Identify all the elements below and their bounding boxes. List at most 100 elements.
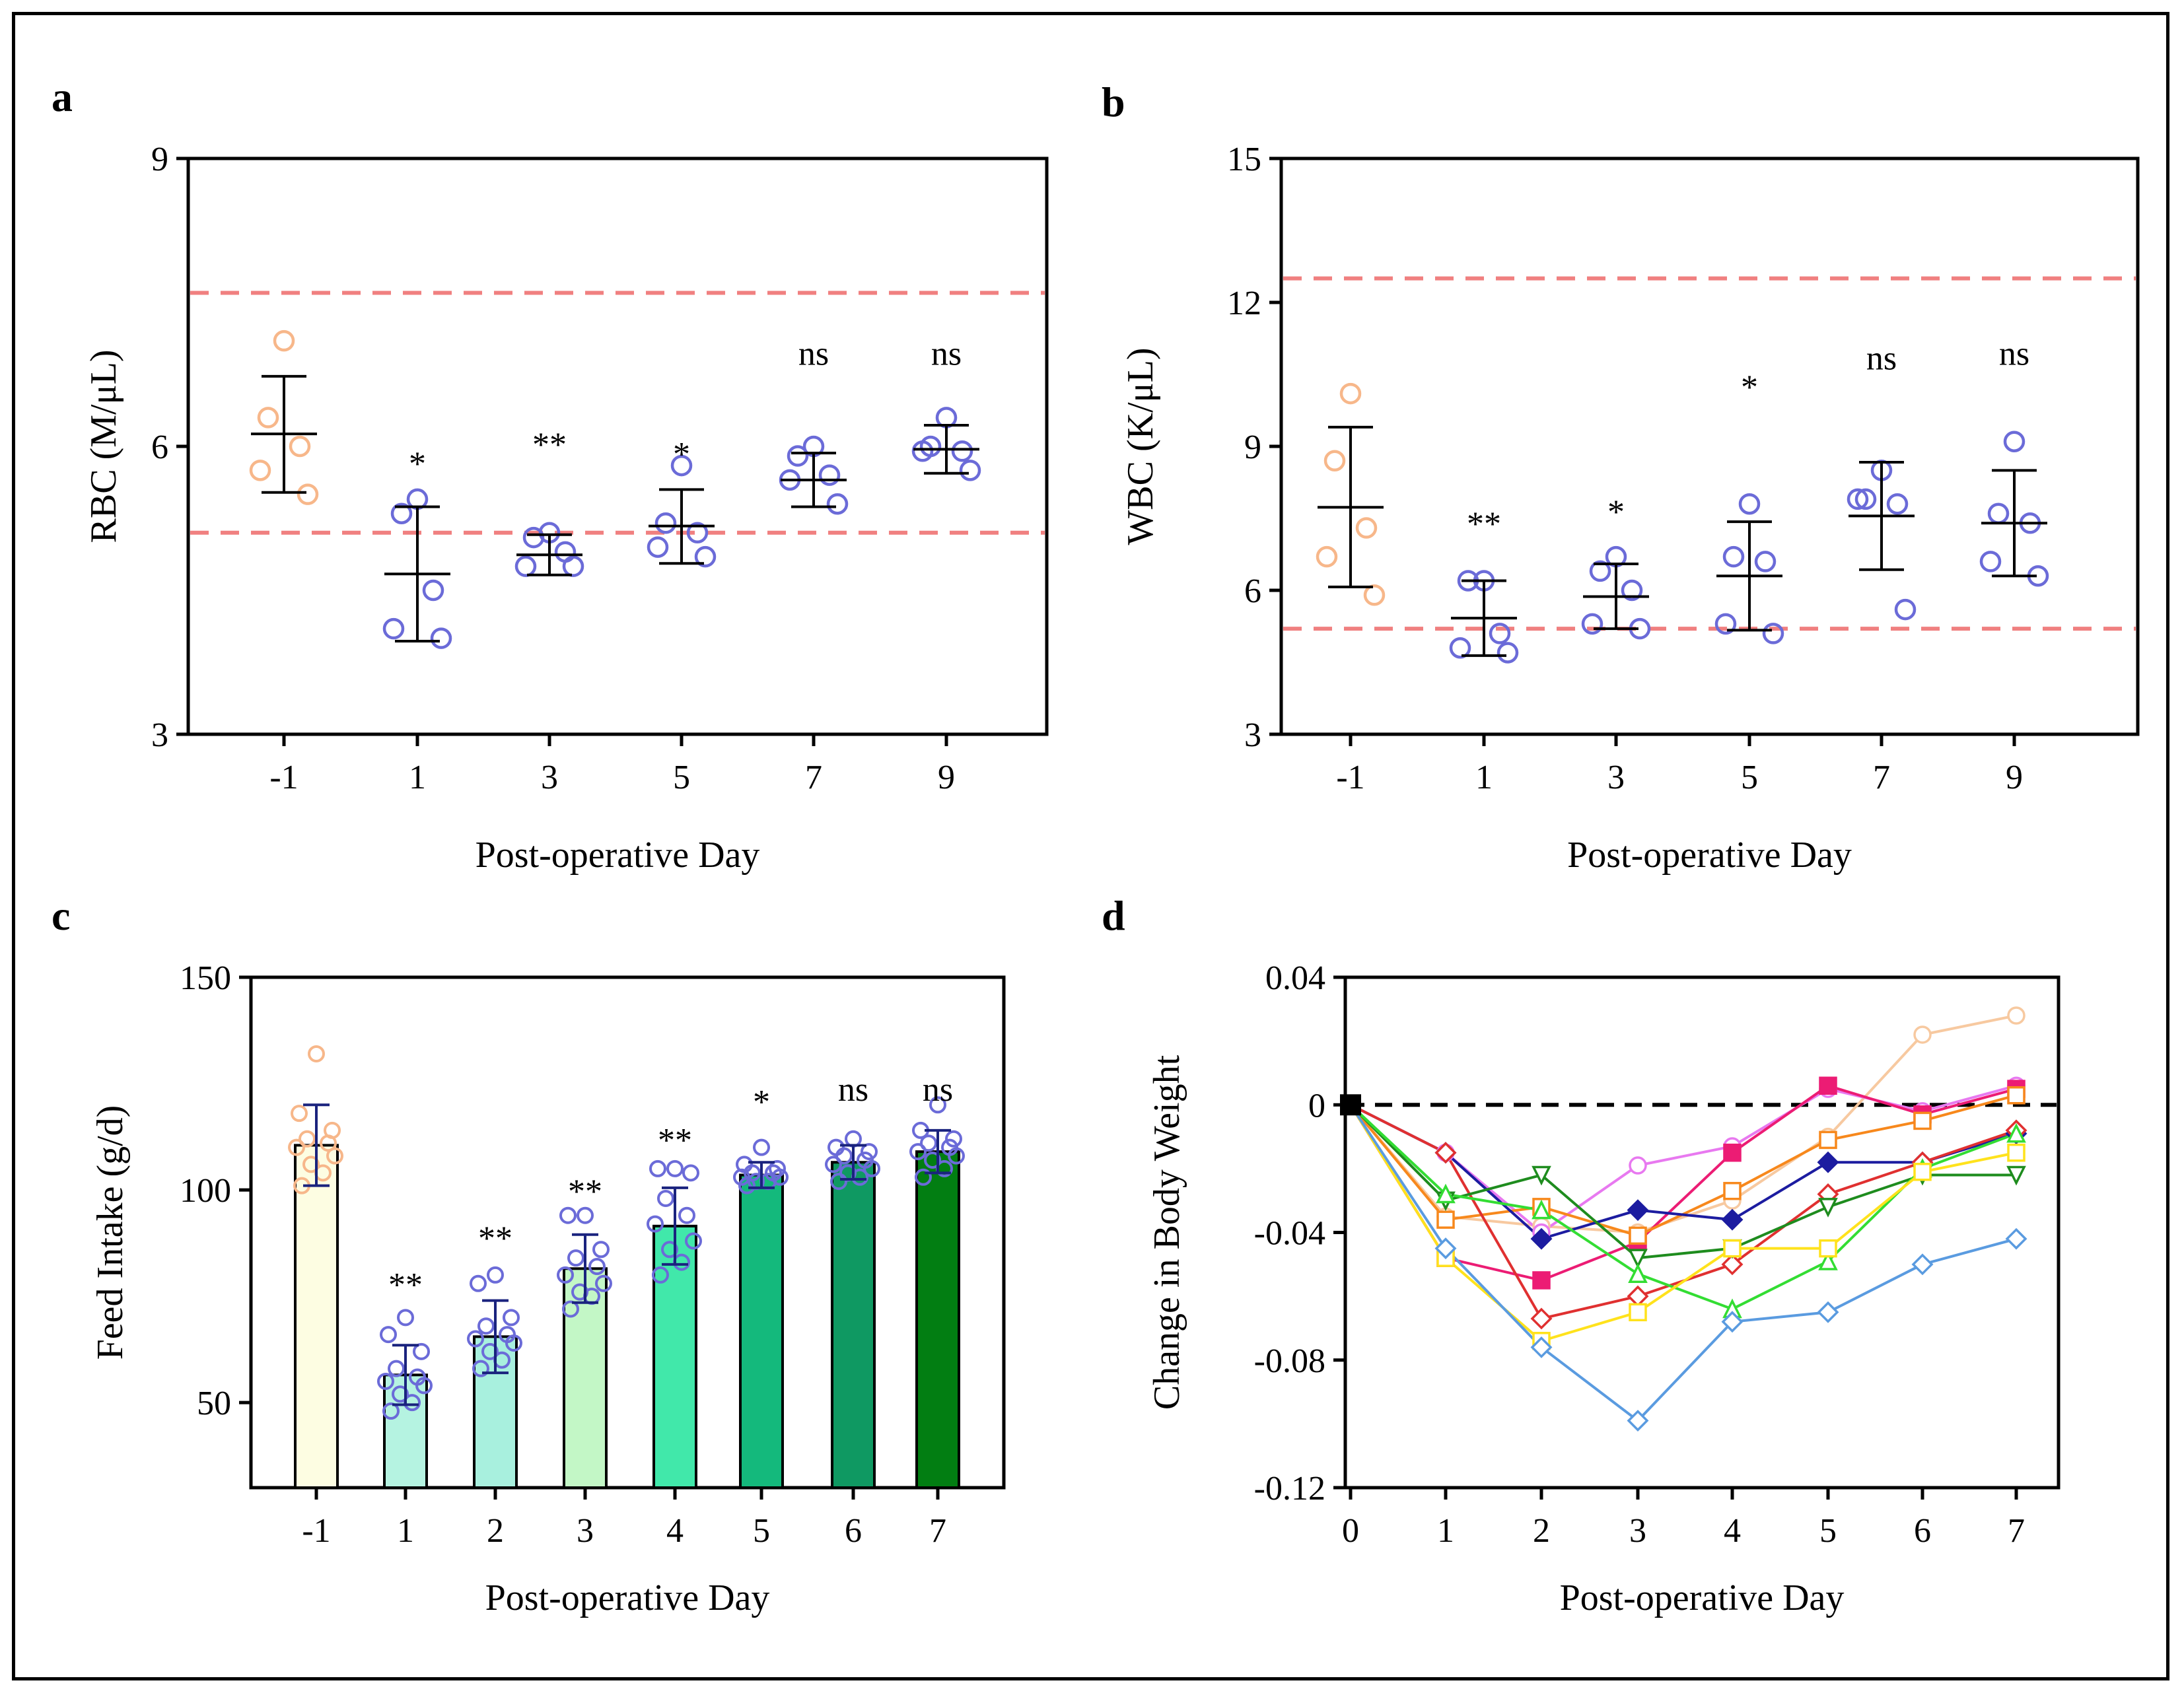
- line-marker: [1532, 1165, 1551, 1186]
- data-point: [649, 1159, 666, 1177]
- x-tick-label: 3: [577, 1512, 594, 1550]
- data-point: [738, 1177, 756, 1194]
- data-point: [1497, 642, 1519, 664]
- data-point: [909, 1143, 927, 1161]
- data-point: [920, 1134, 937, 1152]
- line-marker: [1629, 1303, 1647, 1322]
- line-marker: [1628, 1249, 1648, 1269]
- line-marker: [1911, 1253, 1934, 1276]
- data-point: [1714, 613, 1737, 635]
- panel-b: b 3 6 9 12 15 -1 1 3 5 7 9 Post-operative Day WBC (K/…: [1102, 79, 2140, 876]
- data-point: [915, 1168, 932, 1186]
- data-point: [413, 1342, 430, 1360]
- data-point: [948, 1147, 965, 1165]
- data-point: [1449, 637, 1471, 659]
- data-point: [661, 1241, 678, 1259]
- significance-label: ns: [923, 1071, 953, 1109]
- x-tick-label: 3: [541, 759, 558, 796]
- x-tick-label: 6: [1914, 1512, 1931, 1550]
- x-tick-label: 5: [1819, 1512, 1837, 1550]
- line-marker: [1530, 1228, 1553, 1250]
- line-marker: [1532, 1199, 1551, 1220]
- y-tick-label: -0.08: [1254, 1342, 1325, 1380]
- y-tick-label: 3: [1244, 716, 1261, 754]
- x-axis-title: Post-operative Day: [1567, 835, 1852, 876]
- data-point: [273, 329, 295, 352]
- line-marker: [1627, 1410, 1649, 1432]
- data-point: [291, 1105, 308, 1123]
- data-point: [577, 1206, 594, 1224]
- line-marker: [2006, 1165, 2026, 1186]
- x-tick-label: 5: [753, 1512, 770, 1550]
- data-point: [647, 1215, 664, 1233]
- significance-label: *: [673, 436, 690, 473]
- x-tick-label: 2: [487, 1512, 504, 1550]
- data-point: [1581, 613, 1603, 635]
- line-marker: [2007, 1006, 2025, 1025]
- bar: [739, 1173, 784, 1489]
- data-point: [567, 1249, 584, 1267]
- data-point: [1323, 450, 1346, 472]
- data-point: [2003, 431, 2025, 452]
- data-point: [924, 1151, 941, 1169]
- x-tick-label: 5: [673, 759, 690, 796]
- data-point: [818, 464, 841, 486]
- significance-label: ns: [798, 335, 829, 372]
- data-point: [467, 1330, 484, 1348]
- data-point: [562, 555, 584, 577]
- data-point: [302, 1156, 320, 1173]
- x-tick-label: 6: [845, 1512, 862, 1550]
- data-point: [911, 440, 934, 462]
- data-point: [1722, 545, 1745, 568]
- line-marker: [1721, 1311, 1744, 1333]
- line-marker: [1913, 1025, 1932, 1044]
- line-marker: [1723, 1143, 1742, 1162]
- significance-label: *: [753, 1084, 770, 1121]
- data-point: [1621, 579, 1643, 602]
- data-point: [299, 1130, 316, 1148]
- significance-label: **: [532, 427, 567, 464]
- x-tick-label: 2: [1533, 1512, 1550, 1550]
- series-line: [1349, 1103, 2017, 1311]
- data-point: [257, 407, 279, 429]
- data-point: [249, 460, 271, 481]
- data-point: [308, 1045, 325, 1062]
- plot-frame: [1343, 975, 2061, 1490]
- x-tick-label: 7: [1873, 759, 1890, 796]
- data-point: [1754, 551, 1777, 572]
- panel-c: c 50 100 150 -1 1 2 3 4 5 6 7 Post-operative Day Feed…: [52, 892, 1006, 1618]
- significance-label: *: [1607, 493, 1625, 531]
- x-tick-label: 4: [1724, 1512, 1741, 1550]
- line-marker: [1723, 1181, 1742, 1200]
- x-tick-label: 1: [1437, 1512, 1454, 1550]
- y-tick-label: 6: [151, 429, 168, 466]
- line-marker: [1819, 1239, 1837, 1258]
- data-point: [288, 1138, 305, 1156]
- data-point: [1894, 598, 1917, 621]
- line-marker: [2006, 1123, 2026, 1143]
- data-point: [861, 1143, 878, 1161]
- y-tick-label: 15: [1227, 141, 1261, 178]
- bar: [652, 1224, 697, 1490]
- line-marker: [1721, 1253, 1744, 1276]
- data-point: [481, 1342, 499, 1360]
- data-point: [670, 454, 693, 477]
- line-marker: [1817, 1301, 1839, 1323]
- data-point: [380, 1326, 397, 1344]
- plot-frame: [186, 156, 1049, 736]
- data-point: [397, 1309, 414, 1327]
- data-point: [787, 445, 809, 467]
- data-point: [390, 502, 413, 524]
- plot-frame: [249, 975, 1006, 1490]
- data-point: [487, 1266, 504, 1284]
- data-point: [430, 627, 452, 649]
- x-tick-label: 4: [666, 1512, 684, 1550]
- data-point: [1854, 488, 1877, 510]
- bar: [831, 1161, 876, 1490]
- data-point: [1489, 623, 1511, 644]
- data-point: [1339, 382, 1362, 405]
- y-tick-label: 0.04: [1265, 959, 1325, 997]
- data-point: [472, 1360, 489, 1377]
- data-point: [377, 1372, 394, 1390]
- x-tick-label: 0: [1342, 1512, 1359, 1550]
